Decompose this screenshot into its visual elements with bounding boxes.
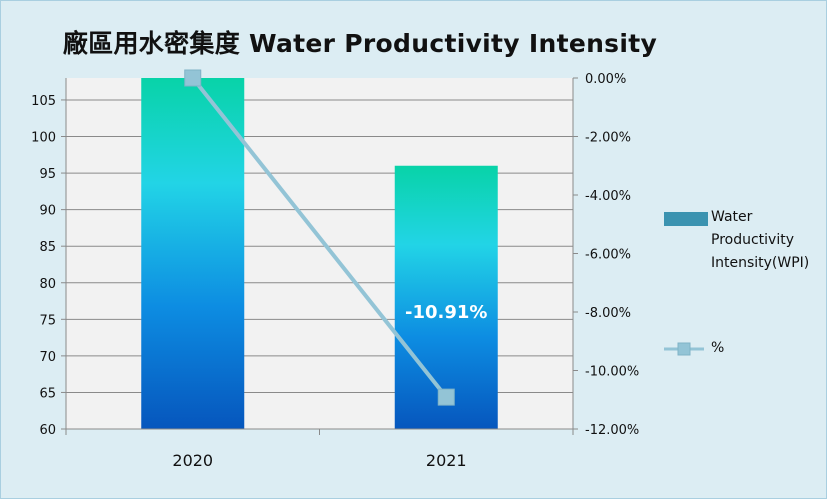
percent-line xyxy=(191,76,448,399)
left-tick-label: 60 xyxy=(39,423,56,438)
left-tick-label: 65 xyxy=(39,386,56,401)
percent-marker-2020 xyxy=(184,69,202,87)
right-tick-label: -2.00% xyxy=(585,131,631,146)
bar-2021 xyxy=(394,165,498,429)
left-tick-label: 75 xyxy=(39,313,56,328)
right-tick-label: -6.00% xyxy=(585,248,631,263)
left-tick-label: 70 xyxy=(39,350,56,365)
right-tick-label: 0.00% xyxy=(585,72,626,87)
right-tick-label: -8.00% xyxy=(585,306,631,321)
right-tick-label: -4.00% xyxy=(585,189,631,204)
left-tick-label: 90 xyxy=(39,204,56,219)
legend-swatch-bar xyxy=(664,212,708,226)
chart-title: 廠區用水密集度 Water Productivity Intensity xyxy=(62,29,658,58)
category-label: 2020 xyxy=(172,451,213,470)
legend-swatch-line xyxy=(664,342,704,356)
left-tick-label: 105 xyxy=(31,94,56,109)
left-tick-label: 80 xyxy=(39,277,56,292)
left-tick-label: 100 xyxy=(31,131,56,146)
legend-label-percent: % xyxy=(711,340,725,356)
left-tick-label: 85 xyxy=(39,240,56,255)
bar-2020 xyxy=(141,78,245,429)
percent-marker-2021 xyxy=(437,388,455,406)
data-label: -10.91% xyxy=(405,302,487,323)
legend-label-wpi: Water Productivity Intensity(WPI) xyxy=(711,209,810,271)
category-label: 2021 xyxy=(426,451,467,470)
right-tick-label: -10.00% xyxy=(585,365,639,380)
left-tick-label: 95 xyxy=(39,167,56,182)
right-tick-label: -12.00% xyxy=(585,423,639,438)
